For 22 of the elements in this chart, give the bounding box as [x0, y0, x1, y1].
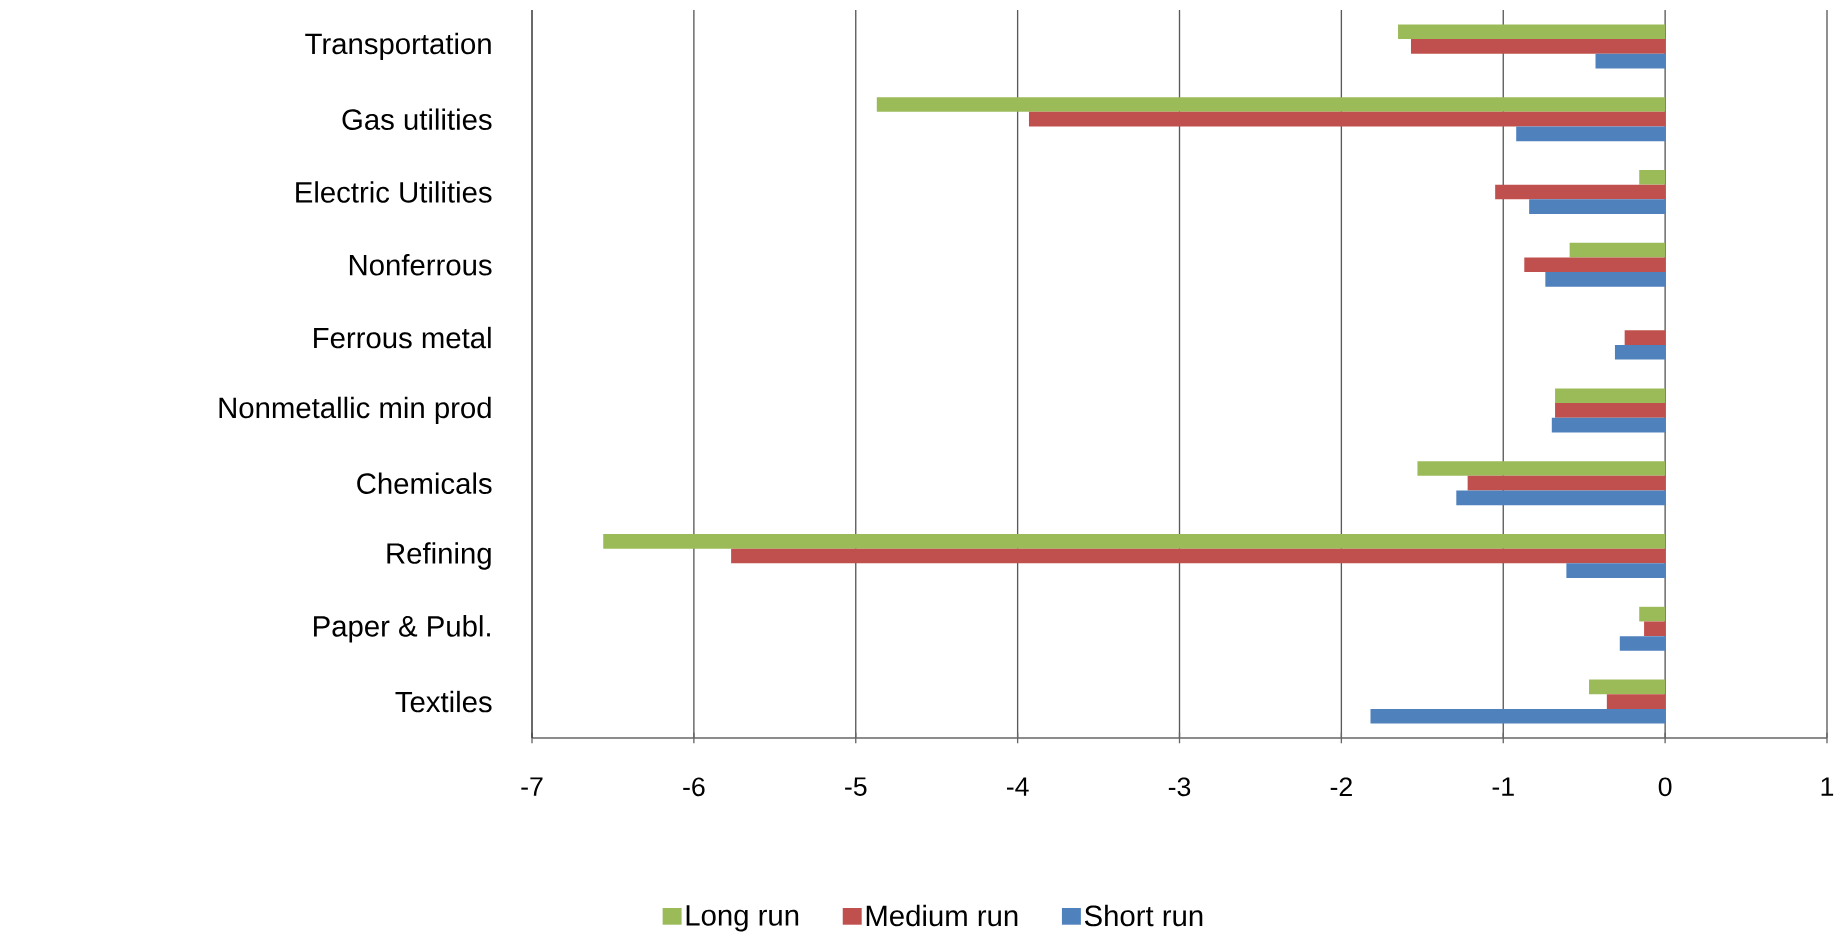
legend-label: Short run [1084, 904, 1203, 927]
x-tick-label: -5 [845, 777, 867, 796]
y-tick-label: Nonmetallic min prod [219, 396, 491, 425]
legend-label: Medium run [866, 904, 1018, 927]
y-tick-label: Textiles [395, 690, 492, 713]
x-tick-label: -1 [1492, 777, 1514, 796]
y-tick-label: Paper & Publ. [314, 615, 490, 643]
x-tick-label: 1 [1821, 777, 1834, 796]
x-tick-label: 0 [1658, 777, 1672, 797]
y-tick-label: Electric Utilities [296, 181, 492, 203]
legend-label: Long run [686, 905, 799, 932]
y-tick-label: Nonferrous [349, 254, 492, 276]
x-tick-label: -2 [1330, 777, 1352, 796]
y-tick-label: Transportation [305, 32, 491, 61]
y-tick-label: Chemicals [357, 472, 492, 494]
x-tick-label: -4 [1006, 777, 1029, 796]
x-tick-label: -3 [1168, 777, 1191, 797]
y-tick-label: Gas utilities [342, 108, 492, 130]
x-tick-label: -6 [683, 777, 705, 797]
x-tick-label: -7 [521, 777, 543, 796]
y-tick-label: Ferrous metal [314, 326, 491, 349]
y-tick-label: Refining [387, 542, 491, 570]
